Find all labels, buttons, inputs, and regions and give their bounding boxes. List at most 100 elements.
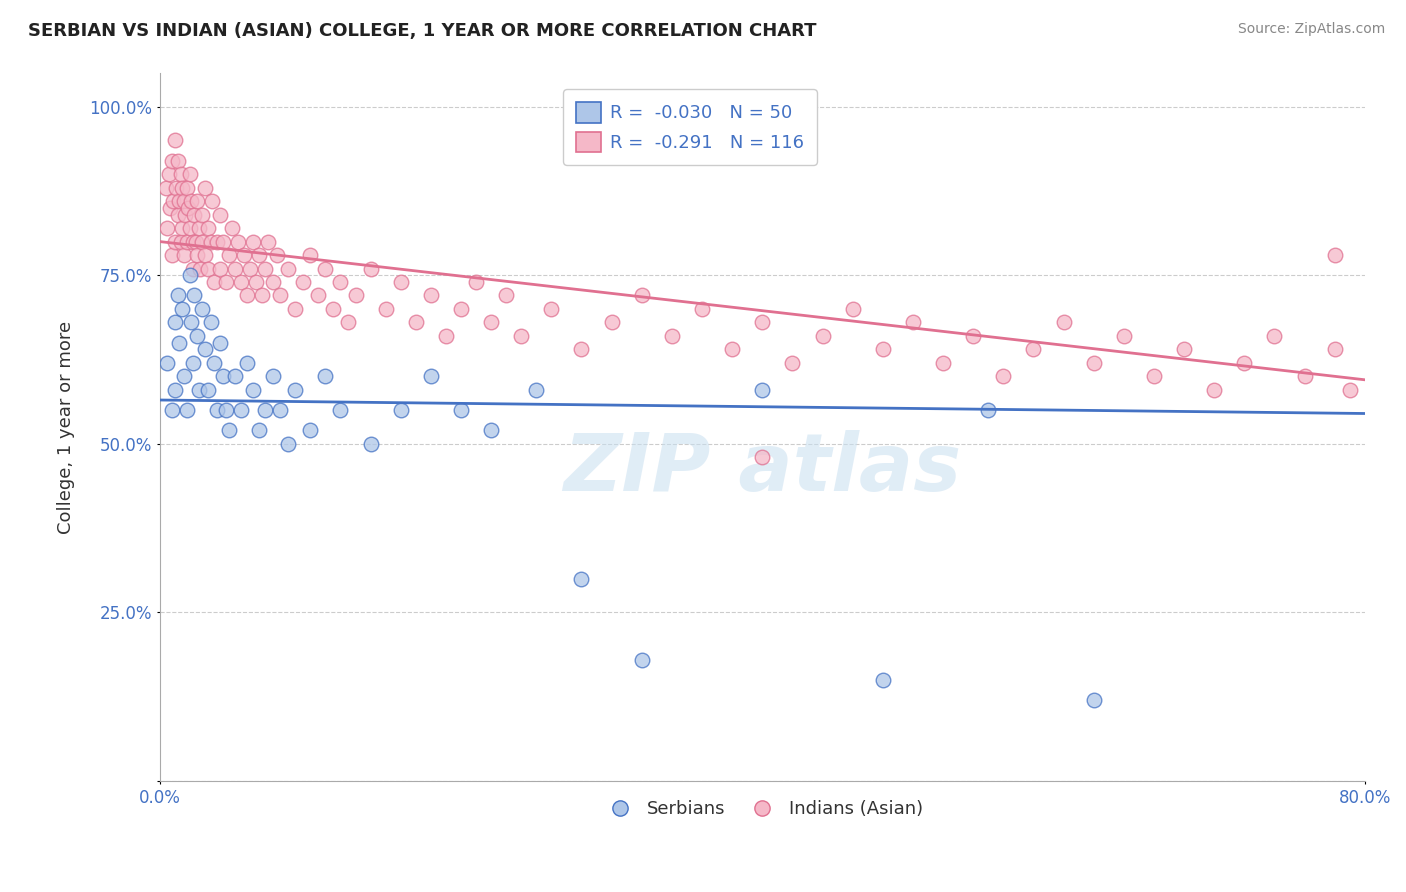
Point xyxy=(184,235,207,249)
Point xyxy=(269,288,291,302)
Point xyxy=(194,180,217,194)
Point xyxy=(157,167,180,181)
Point xyxy=(176,180,198,194)
Point xyxy=(510,329,533,343)
Point xyxy=(540,301,562,316)
Point xyxy=(179,167,201,181)
Point xyxy=(450,403,472,417)
Point xyxy=(337,316,360,330)
Point xyxy=(226,235,249,249)
Point xyxy=(1143,369,1166,384)
Y-axis label: College, 1 year or more: College, 1 year or more xyxy=(58,320,75,533)
Point xyxy=(208,335,231,350)
Point xyxy=(1112,329,1135,343)
Point xyxy=(344,288,367,302)
Point xyxy=(166,208,188,222)
Point xyxy=(176,235,198,249)
Point xyxy=(250,288,273,302)
Point xyxy=(262,275,284,289)
Point xyxy=(322,301,344,316)
Point xyxy=(266,248,288,262)
Point xyxy=(186,329,208,343)
Point xyxy=(205,235,228,249)
Point xyxy=(236,288,259,302)
Point xyxy=(811,329,834,343)
Point xyxy=(179,221,201,235)
Point xyxy=(1263,329,1285,343)
Point xyxy=(245,275,267,289)
Point xyxy=(181,235,204,249)
Point xyxy=(1022,343,1045,357)
Point xyxy=(977,403,1000,417)
Point xyxy=(179,268,201,283)
Point xyxy=(180,316,202,330)
Point xyxy=(751,383,773,397)
Point xyxy=(181,261,204,276)
Point xyxy=(419,288,441,302)
Point xyxy=(160,248,183,262)
Point xyxy=(389,275,412,289)
Point xyxy=(166,153,188,168)
Point xyxy=(160,403,183,417)
Point xyxy=(156,356,179,370)
Point xyxy=(162,194,184,208)
Point xyxy=(183,208,205,222)
Point xyxy=(155,180,177,194)
Point xyxy=(262,369,284,384)
Point xyxy=(172,221,194,235)
Point xyxy=(200,316,222,330)
Point xyxy=(239,261,262,276)
Point xyxy=(159,201,181,215)
Point xyxy=(197,261,219,276)
Point xyxy=(962,329,984,343)
Point xyxy=(191,208,214,222)
Point xyxy=(163,383,186,397)
Point xyxy=(841,301,863,316)
Point xyxy=(360,261,382,276)
Point xyxy=(314,261,336,276)
Point xyxy=(176,403,198,417)
Point xyxy=(172,301,194,316)
Point xyxy=(299,423,322,437)
Point xyxy=(1052,316,1074,330)
Point xyxy=(156,221,179,235)
Point xyxy=(1173,343,1195,357)
Point xyxy=(307,288,329,302)
Point xyxy=(218,248,240,262)
Point xyxy=(212,235,235,249)
Point xyxy=(224,261,246,276)
Point xyxy=(254,403,277,417)
Point xyxy=(405,316,427,330)
Point xyxy=(1294,369,1316,384)
Point xyxy=(187,221,209,235)
Point xyxy=(186,194,208,208)
Point xyxy=(173,194,195,208)
Point xyxy=(751,450,773,465)
Point xyxy=(277,437,299,451)
Point xyxy=(314,369,336,384)
Point xyxy=(163,133,186,147)
Point xyxy=(191,301,214,316)
Point xyxy=(299,248,322,262)
Point xyxy=(269,403,291,417)
Point xyxy=(1323,248,1346,262)
Point xyxy=(163,235,186,249)
Point xyxy=(571,343,593,357)
Point xyxy=(170,167,193,181)
Point xyxy=(247,248,270,262)
Point xyxy=(190,261,212,276)
Point xyxy=(215,403,238,417)
Point xyxy=(524,383,547,397)
Point xyxy=(782,356,804,370)
Point xyxy=(291,275,314,289)
Point xyxy=(218,423,240,437)
Point xyxy=(932,356,955,370)
Point xyxy=(169,335,191,350)
Point xyxy=(197,383,219,397)
Point xyxy=(254,261,277,276)
Text: ZIP atlas: ZIP atlas xyxy=(564,431,962,508)
Point xyxy=(197,221,219,235)
Point xyxy=(479,423,502,437)
Point xyxy=(872,673,894,687)
Point xyxy=(329,275,352,289)
